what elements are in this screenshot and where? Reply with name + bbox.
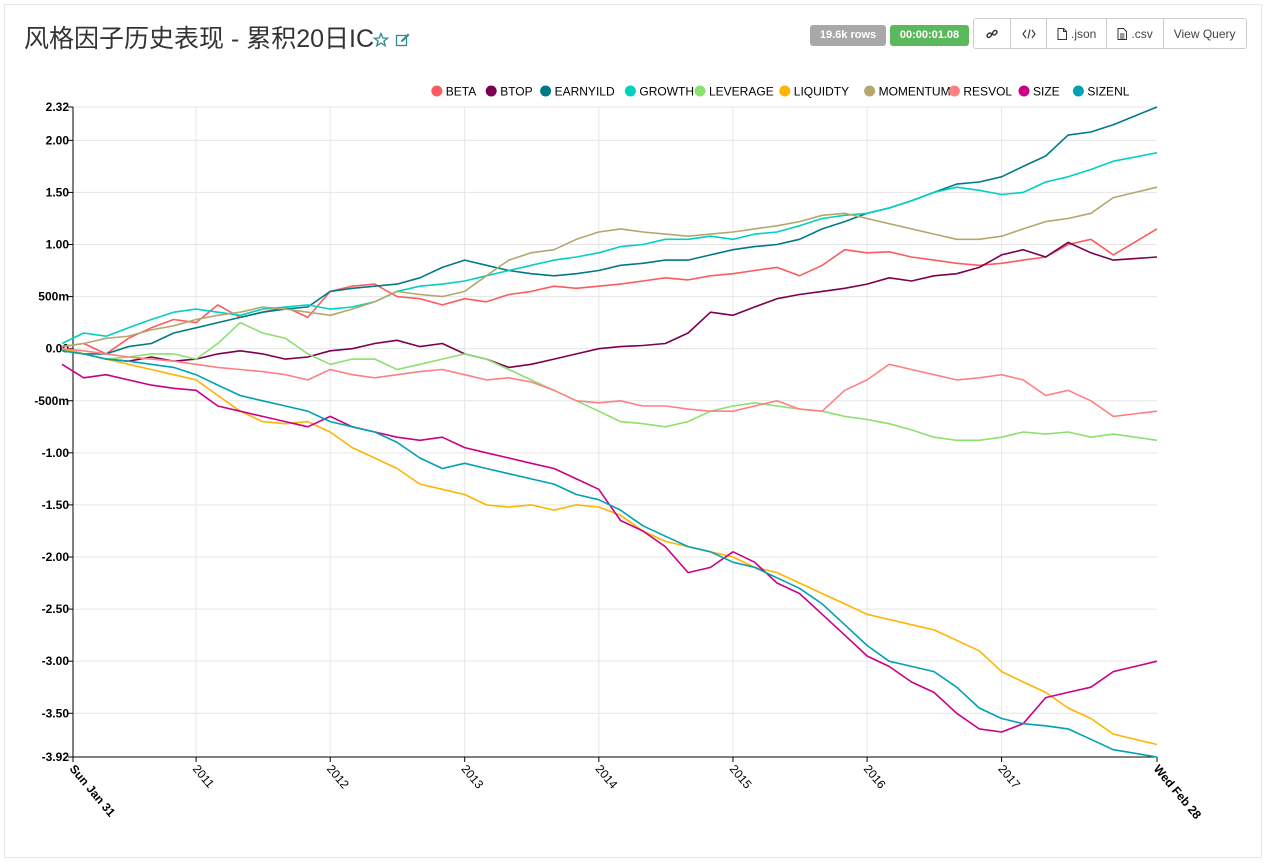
file-json-icon (1057, 27, 1067, 40)
series-line-earnyild[interactable] (61, 106, 1158, 355)
legend-label: LIQUIDTY (794, 85, 849, 99)
legend-swatch (694, 85, 706, 97)
y-axis: 2.32 2.00 1.50 1.00 500m 0.00 -500m -1.00 -1.50 -… (34, 100, 74, 764)
series-line-leverage[interactable] (61, 321, 1158, 442)
code-icon (1021, 28, 1036, 39)
csv-button[interactable]: .csv (1106, 19, 1163, 48)
legend-label: LEVERAGE (709, 85, 774, 99)
series-line-sizenl[interactable] (61, 350, 1158, 758)
y-tick-label: -500m (34, 394, 69, 408)
panel-frame (4, 4, 1262, 858)
rows-badge: 19.6k rows (810, 25, 886, 46)
y-tick-label: -2.50 (42, 602, 70, 616)
y-tick-label: -1.50 (42, 498, 70, 512)
legend-swatch (1072, 85, 1084, 97)
csv-label: .csv (1131, 26, 1153, 41)
legend-label: GROWTH (639, 85, 694, 99)
legend-swatch (779, 85, 791, 97)
x-tick-label: Sun Jan 31 (67, 762, 119, 820)
x-tick-label: Wed Feb 28 (1151, 762, 1205, 822)
legend-label: BTOP (500, 85, 532, 99)
y-tick-label: -3.50 (42, 706, 70, 720)
edit-icon[interactable] (395, 32, 411, 48)
y-tick-label: -3.92 (42, 750, 70, 764)
view-query-button[interactable]: View Query (1162, 19, 1246, 48)
title-actions (372, 31, 411, 48)
series-line-btop[interactable] (61, 241, 1158, 369)
y-tick-label: 2.00 (46, 133, 70, 147)
legend-label: SIZENL (1087, 85, 1129, 99)
series-line-growth[interactable] (61, 152, 1158, 345)
page-title: 风格因子历史表现 - 累积20日IC (24, 25, 375, 53)
x-axis: Sun Jan 31 2011 2012 2013 2014 2015 2016 2017 We… (67, 756, 1205, 822)
x-tick-label: 2012 (324, 762, 352, 792)
x-tick-label: 2014 (593, 762, 621, 792)
legend-label: EARNYILD (555, 85, 615, 99)
y-tick-label: 1.50 (46, 185, 70, 199)
y-tick-label: 0.00 (46, 342, 70, 356)
y-tick-label: -3.00 (42, 654, 70, 668)
y-tick-label: 2.32 (46, 100, 70, 114)
legend-item-beta[interactable]: BETA (431, 85, 476, 99)
legend-item-growth[interactable]: GROWTH (624, 85, 694, 99)
star-icon[interactable] (372, 31, 390, 48)
link-button[interactable] (974, 19, 1010, 48)
link-icon (986, 29, 998, 38)
file-csv-icon (1117, 27, 1128, 40)
x-tick-label: 2016 (861, 762, 889, 792)
view-query-label: View Query (1173, 26, 1236, 41)
series-lines (61, 106, 1158, 758)
time-badge: 00:00:01.08 (890, 25, 969, 46)
series-line-size[interactable] (61, 363, 1158, 733)
legend-swatch (431, 85, 443, 97)
legend-label: BETA (446, 85, 476, 99)
legend-swatch (540, 85, 552, 97)
y-tick-label: -1.00 (42, 446, 70, 460)
embed-code-button[interactable] (1010, 19, 1046, 48)
x-tick-label: 2013 (458, 762, 486, 792)
series-line-resvol[interactable] (61, 347, 1158, 418)
legend-swatch (864, 85, 876, 97)
x-tick-label: 2015 (727, 762, 755, 792)
legend-swatch (948, 85, 960, 97)
legend-item-liquidty[interactable]: LIQUIDTY (779, 85, 849, 99)
y-tick-label: 1.00 (46, 238, 70, 252)
legend-label: SIZE (1033, 85, 1060, 99)
legend-item-earnyild[interactable]: EARNYILD (540, 85, 615, 99)
legend: BETA BTOP EARNYILD GROWTH LEVERAGE LIQUIDTY MO… (431, 85, 1130, 99)
legend-item-btop[interactable]: BTOP (485, 85, 533, 99)
x-tick-label: 2017 (995, 762, 1023, 792)
grid (73, 106, 1157, 758)
legend-label: MOMENTUM (879, 85, 951, 99)
legend-item-momentum[interactable]: MOMENTUM (864, 85, 951, 99)
legend-item-sizenl[interactable]: SIZENL (1072, 85, 1130, 99)
y-tick-label: 500m (38, 290, 69, 304)
json-button[interactable]: .json (1046, 19, 1107, 48)
legend-swatch (624, 85, 636, 97)
toolbar: .json .csv View Query (973, 18, 1247, 49)
legend-item-leverage[interactable]: LEVERAGE (694, 85, 774, 99)
legend-item-resvol[interactable]: RESVOL (948, 85, 1013, 99)
legend-swatch (485, 85, 497, 97)
x-tick-label: 2011 (190, 762, 218, 791)
legend-item-size[interactable]: SIZE (1018, 85, 1060, 99)
y-tick-label: -2.00 (42, 550, 70, 564)
series-line-momentum[interactable] (61, 186, 1158, 348)
json-label: .json (1071, 26, 1097, 41)
legend-swatch (1018, 85, 1030, 97)
legend-label: RESVOL (963, 85, 1012, 99)
